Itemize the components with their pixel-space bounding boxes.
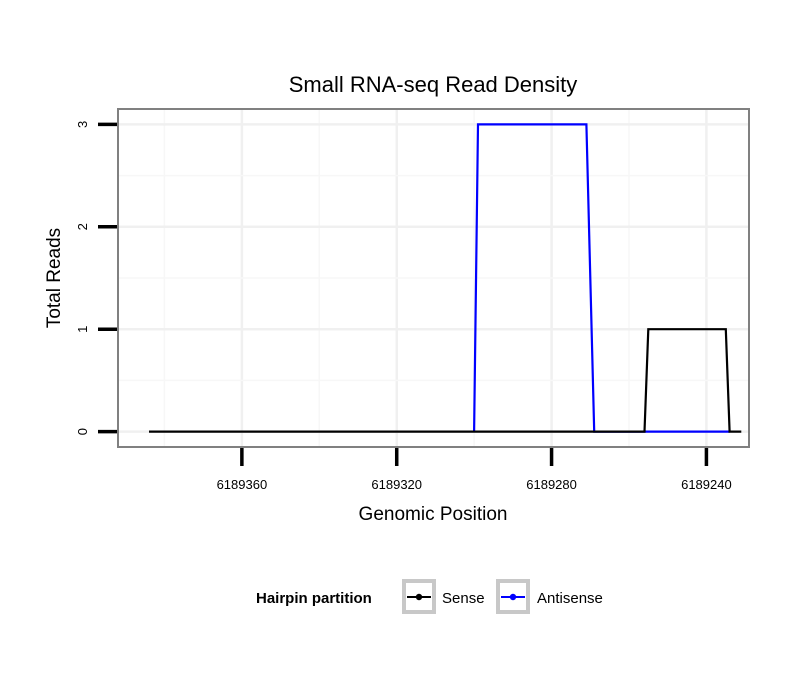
x-tick-label: 6189360: [217, 477, 268, 492]
y-axis-title: Total Reads: [44, 228, 65, 328]
legend-point-antisense: [509, 593, 517, 601]
plot-panel-border: [117, 108, 750, 448]
x-tick-labels: 6189360 6189320 6189280 6189240: [217, 477, 732, 492]
x-tick-label: 6189280: [526, 477, 577, 492]
legend: Hairpin partition Sense Antisense: [256, 579, 603, 614]
x-tick-label: 6189240: [681, 477, 732, 492]
y-tick-label: 3: [75, 121, 90, 128]
legend-label-sense: Sense: [442, 590, 485, 607]
legend-label-antisense: Antisense: [537, 590, 603, 607]
chart-title: Small RNA-seq Read Density: [289, 72, 578, 97]
y-tick-label: 2: [75, 223, 90, 230]
x-axis-title: Genomic Position: [359, 504, 508, 525]
grid: [118, 109, 749, 447]
y-tick-label: 0: [75, 428, 90, 435]
y-tick-labels: 0 1 2 3: [75, 121, 90, 436]
legend-point-sense: [415, 593, 423, 601]
series-layer: [149, 123, 742, 433]
axis-ticks: [98, 122, 709, 466]
series-line-sense: [149, 328, 742, 433]
y-tick-label: 1: [75, 326, 90, 333]
legend-title: Hairpin partition: [256, 590, 372, 607]
x-tick-label: 6189320: [371, 477, 422, 492]
